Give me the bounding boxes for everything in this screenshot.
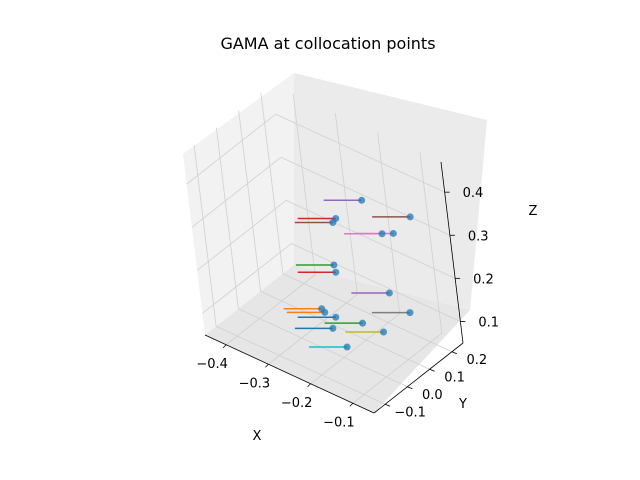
z-grid-line xyxy=(191,156,282,228)
z-grid-line xyxy=(280,156,451,236)
y-tick xyxy=(407,386,413,390)
x-grid-line xyxy=(352,332,443,404)
x-tick-label: −0.3 xyxy=(239,376,271,391)
x-grid-line xyxy=(310,313,400,385)
data-point xyxy=(343,343,351,351)
data-point xyxy=(332,268,340,276)
z-tick-label: 0.4 xyxy=(463,186,484,201)
z-tick-label: 0.1 xyxy=(478,315,499,330)
z-tick-label: 0.2 xyxy=(473,272,494,287)
y-tick xyxy=(429,368,435,372)
y-tick-label: 0.1 xyxy=(444,370,465,385)
y-tick-label: −0.1 xyxy=(394,405,426,420)
x-tick-label: −0.4 xyxy=(196,357,228,372)
x-tick-label: −0.1 xyxy=(323,415,355,430)
data-point xyxy=(406,309,414,317)
data-point xyxy=(406,213,414,221)
x-axis-label: X xyxy=(253,429,262,444)
z-tick-label: 0.3 xyxy=(468,229,489,244)
grid-lines xyxy=(186,92,461,405)
data-point xyxy=(389,229,397,237)
z-grid-line xyxy=(202,243,292,314)
data-point xyxy=(318,305,326,313)
y-grid-line xyxy=(282,273,453,353)
data-point xyxy=(329,324,337,332)
z-grid-line xyxy=(196,200,287,271)
data-point xyxy=(380,328,388,336)
x-tick xyxy=(307,383,311,388)
y-grid-line xyxy=(215,325,386,405)
x-tick xyxy=(349,402,354,407)
y-grid-line xyxy=(260,290,430,370)
z-grid-line xyxy=(285,199,456,279)
y-tick-label: 0.0 xyxy=(422,388,443,403)
data-point xyxy=(359,319,367,327)
data-marks xyxy=(283,196,414,351)
z-grid-line xyxy=(291,243,461,322)
z-axis-label: Z xyxy=(529,204,538,219)
data-point xyxy=(358,196,366,204)
x-grid-line xyxy=(225,274,316,346)
x-axis-line xyxy=(204,334,375,414)
x-tick xyxy=(222,344,227,349)
x-tick xyxy=(265,363,269,368)
y-tick-label: 0.2 xyxy=(467,353,488,368)
y-tick xyxy=(451,351,458,355)
data-point xyxy=(385,289,393,297)
x-tick-label: −0.2 xyxy=(281,396,313,411)
data-point xyxy=(378,230,386,238)
x-grid-line xyxy=(268,293,358,365)
data-point xyxy=(330,261,338,269)
y-axis-line xyxy=(373,342,464,414)
z-grid-line xyxy=(275,113,445,193)
pane-floor xyxy=(205,265,470,413)
data-point xyxy=(332,313,340,321)
tick-labels: −0.4−0.3−0.2−0.1−0.10.00.10.20.10.20.30.… xyxy=(196,186,499,430)
y-axis-label: Y xyxy=(458,397,467,412)
chart-title: GAMA at collocation points xyxy=(220,34,435,53)
data-point xyxy=(332,214,340,222)
z-grid-line xyxy=(186,113,276,185)
pane-right xyxy=(294,73,487,310)
y-tick xyxy=(384,403,391,407)
